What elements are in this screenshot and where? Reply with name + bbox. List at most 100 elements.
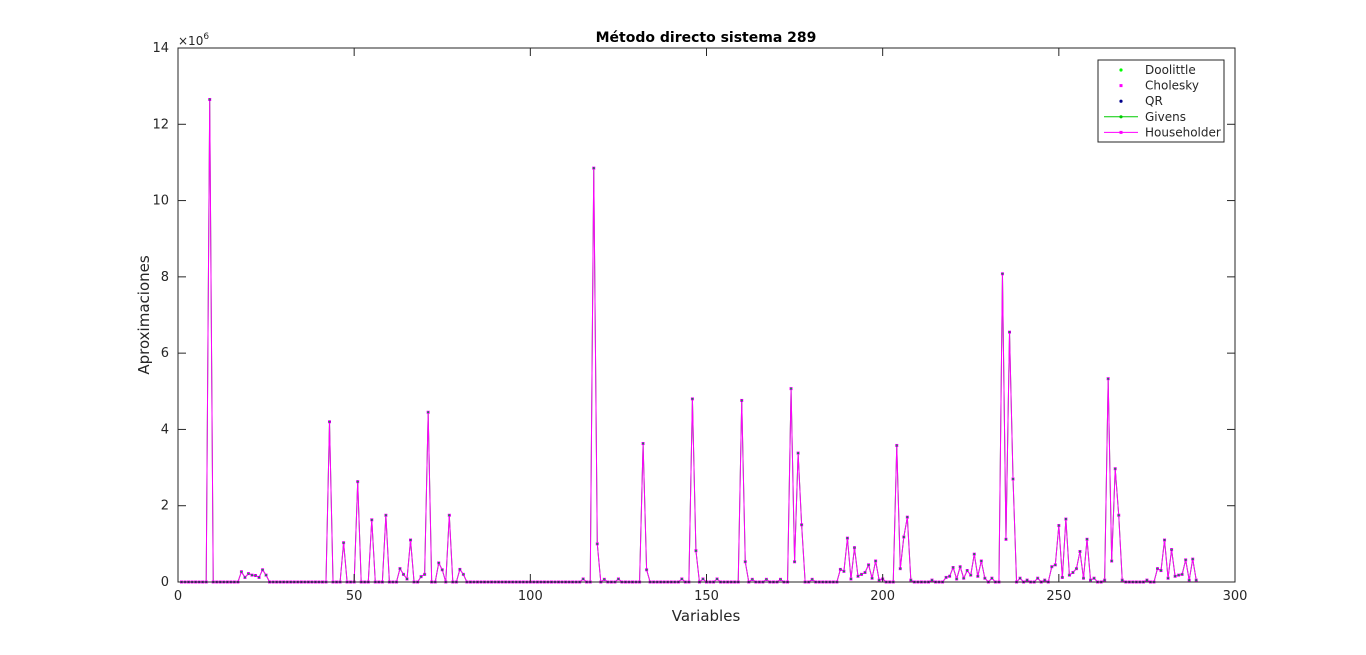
point-doolittle	[1079, 550, 1081, 553]
point-doolittle	[356, 480, 359, 483]
y-tick-label: 4	[161, 422, 169, 437]
legend-label-cholesky: Cholesky	[1145, 79, 1199, 93]
chart-title: Método directo sistema 289	[596, 30, 817, 46]
point-doolittle	[265, 574, 267, 576]
point-doolittle	[240, 571, 243, 573]
point-doolittle	[850, 578, 852, 580]
point-doolittle	[973, 553, 975, 555]
y-exponent-label: ×106	[178, 32, 209, 48]
point-doolittle	[582, 578, 584, 580]
point-doolittle	[328, 421, 331, 423]
point-doolittle	[258, 576, 260, 579]
point-doolittle	[1044, 579, 1046, 581]
point-doolittle	[910, 579, 912, 581]
point-doolittle	[797, 452, 799, 454]
legend-label-givens: Givens	[1145, 110, 1186, 124]
point-doolittle	[952, 566, 954, 569]
point-doolittle	[1054, 564, 1057, 566]
point-doolittle	[1103, 579, 1106, 581]
y-tick-label: 0	[161, 575, 169, 590]
point-doolittle	[603, 578, 606, 581]
point-doolittle	[970, 574, 972, 576]
point-doolittle	[427, 411, 429, 413]
point-doolittle	[948, 575, 951, 577]
x-tick-label: 100	[518, 589, 543, 604]
point-doolittle	[1156, 567, 1159, 570]
point-doolittle	[1170, 548, 1173, 551]
legend-marker-householder	[1119, 130, 1123, 134]
point-doolittle	[1075, 567, 1078, 570]
point-doolittle	[1114, 468, 1116, 470]
point-doolittle	[596, 543, 598, 545]
point-doolittle	[462, 573, 465, 576]
y-tick-label: 2	[161, 499, 169, 514]
point-doolittle	[1001, 273, 1004, 275]
x-axis-label: Variables	[672, 607, 741, 625]
y-axis-label: Aproximaciones	[135, 255, 153, 375]
point-doolittle	[1082, 577, 1085, 579]
point-doolittle	[342, 542, 345, 544]
point-doolittle	[980, 560, 983, 562]
point-doolittle	[741, 399, 743, 402]
x-tick-label: 200	[870, 589, 895, 604]
point-doolittle	[251, 574, 253, 576]
point-doolittle	[399, 567, 401, 570]
point-doolittle	[1174, 575, 1176, 577]
y-tick-label: 12	[152, 117, 169, 132]
point-doolittle	[1051, 566, 1053, 568]
point-doolittle	[423, 573, 426, 576]
point-doolittle	[931, 579, 933, 581]
legend-label-doolittle: Doolittle	[1145, 63, 1196, 77]
point-doolittle	[765, 578, 768, 581]
point-doolittle	[864, 571, 866, 574]
point-doolittle	[247, 572, 250, 575]
point-doolittle	[1181, 573, 1183, 576]
point-doolittle	[800, 524, 803, 526]
legend-marker-givens	[1119, 115, 1123, 119]
point-doolittle	[1121, 579, 1123, 581]
legend-box	[1097, 59, 1225, 143]
point-doolittle	[1065, 518, 1067, 520]
y-tick-label: 6	[161, 346, 169, 361]
point-doolittle	[409, 539, 412, 541]
point-doolittle	[751, 578, 753, 581]
legend-marker-qr	[1119, 99, 1123, 103]
point-doolittle	[1089, 579, 1092, 581]
point-doolittle	[793, 561, 796, 563]
legend-marker-doolittle	[1119, 68, 1123, 72]
point-doolittle	[963, 577, 965, 579]
point-doolittle	[984, 577, 986, 579]
point-doolittle	[899, 567, 901, 570]
y-tick-label: 14	[152, 41, 169, 56]
x-tick-label: 150	[694, 589, 719, 604]
point-doolittle	[945, 576, 947, 579]
point-doolittle	[839, 568, 842, 571]
point-doolittle	[843, 570, 845, 573]
point-doolittle	[459, 568, 461, 571]
legend-label-householder: Householder	[1145, 125, 1221, 139]
point-doolittle	[1188, 579, 1190, 581]
point-doolittle	[1019, 577, 1021, 579]
y-tick-label: 10	[152, 194, 169, 209]
point-doolittle	[1177, 574, 1180, 576]
point-doolittle	[906, 516, 909, 518]
point-doolittle	[1163, 539, 1166, 541]
point-doolittle	[846, 537, 849, 539]
point-doolittle	[244, 576, 246, 579]
point-doolittle	[1012, 478, 1014, 480]
point-doolittle	[593, 167, 595, 169]
point-doolittle	[1036, 577, 1039, 579]
point-doolittle	[1192, 558, 1194, 560]
point-doolittle	[878, 579, 880, 581]
point-doolittle	[716, 578, 718, 580]
point-doolittle	[903, 536, 905, 538]
point-doolittle	[1005, 538, 1007, 540]
point-doolittle	[857, 575, 859, 577]
x-tick-label: 300	[1223, 589, 1248, 604]
point-doolittle	[1093, 577, 1095, 579]
point-doolittle	[1160, 569, 1162, 572]
x-tick-label: 0	[174, 589, 182, 604]
point-doolittle	[1058, 524, 1060, 527]
point-doolittle	[617, 578, 620, 580]
